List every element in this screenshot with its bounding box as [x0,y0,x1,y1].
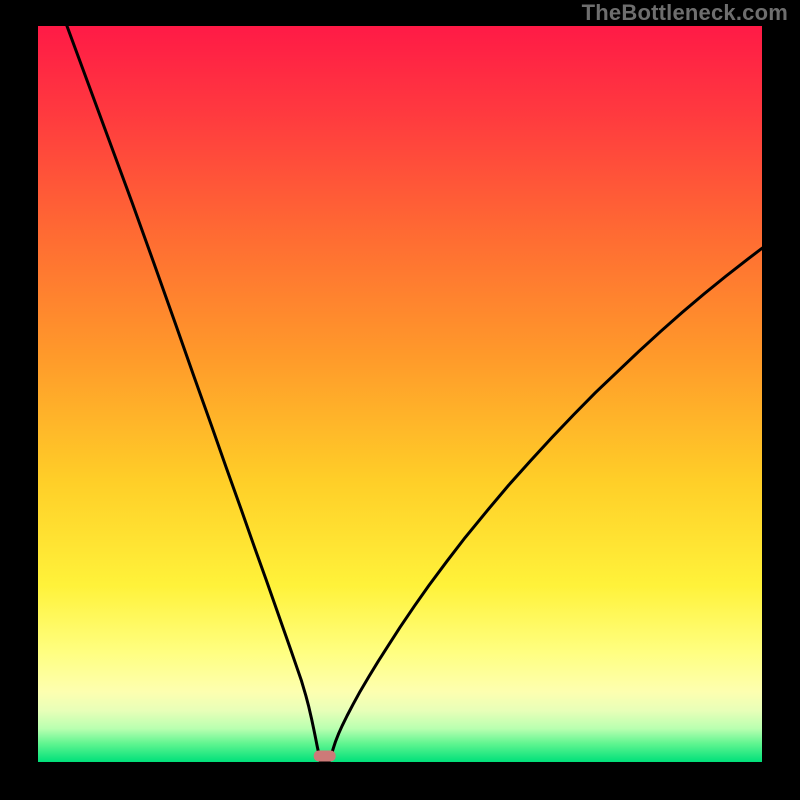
plot-area [38,26,762,762]
plot-background [38,26,762,762]
plot-svg [38,26,762,762]
min-marker [314,751,336,762]
watermark-text: TheBottleneck.com [582,0,788,26]
chart-frame: TheBottleneck.com [0,0,800,800]
